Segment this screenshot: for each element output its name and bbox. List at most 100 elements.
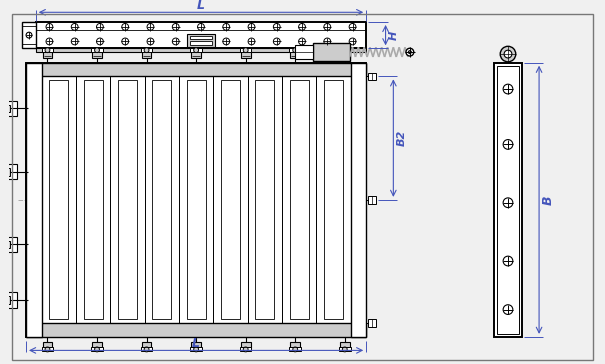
Circle shape <box>503 139 513 149</box>
Circle shape <box>503 256 513 266</box>
Bar <box>214 76 247 323</box>
Circle shape <box>503 305 513 314</box>
Bar <box>42 76 76 323</box>
Bar <box>241 51 250 58</box>
Bar <box>324 80 343 319</box>
Circle shape <box>349 23 356 30</box>
Bar <box>92 51 102 58</box>
Bar <box>36 22 366 48</box>
Bar <box>8 237 18 252</box>
Bar <box>42 348 53 351</box>
Bar <box>4 296 10 304</box>
Circle shape <box>248 23 255 30</box>
Circle shape <box>406 48 414 56</box>
Bar <box>8 164 18 179</box>
Circle shape <box>97 23 103 30</box>
Bar <box>240 48 252 52</box>
Circle shape <box>46 38 53 45</box>
Text: H: H <box>388 31 398 40</box>
Bar <box>368 319 376 327</box>
Bar <box>141 48 152 52</box>
Bar <box>22 22 36 48</box>
Bar <box>255 80 274 319</box>
Circle shape <box>299 23 306 30</box>
Circle shape <box>324 38 331 45</box>
Circle shape <box>248 38 255 45</box>
Bar <box>316 76 350 323</box>
Circle shape <box>97 38 103 45</box>
Bar <box>289 348 301 351</box>
Circle shape <box>299 38 306 45</box>
Circle shape <box>194 48 198 53</box>
Circle shape <box>342 347 347 352</box>
Bar <box>26 63 366 337</box>
Circle shape <box>223 23 230 30</box>
Bar <box>142 51 151 58</box>
Text: L: L <box>192 337 200 350</box>
Bar <box>241 342 250 348</box>
Bar <box>191 48 202 52</box>
Bar <box>290 342 300 348</box>
Bar <box>8 292 18 308</box>
Bar <box>313 43 350 61</box>
Bar <box>247 76 282 323</box>
Circle shape <box>243 48 248 53</box>
Bar <box>118 80 137 319</box>
Circle shape <box>45 347 50 352</box>
Bar <box>91 48 103 52</box>
Circle shape <box>45 48 50 53</box>
Circle shape <box>198 23 204 30</box>
Bar <box>221 80 240 319</box>
Bar <box>187 80 206 319</box>
Bar <box>289 48 301 52</box>
Bar <box>339 48 350 52</box>
Bar <box>290 51 300 58</box>
Bar <box>142 342 151 348</box>
Circle shape <box>46 23 53 30</box>
Bar <box>141 348 152 351</box>
Bar <box>26 63 42 337</box>
Bar <box>42 51 52 58</box>
Circle shape <box>147 38 154 45</box>
Bar <box>42 342 52 348</box>
Text: B2: B2 <box>397 130 407 146</box>
Circle shape <box>408 51 411 54</box>
Bar <box>42 48 53 52</box>
Bar <box>240 348 252 351</box>
Circle shape <box>147 23 154 30</box>
Circle shape <box>243 347 248 352</box>
Bar <box>4 168 10 175</box>
Bar <box>191 41 212 46</box>
Bar <box>340 342 350 348</box>
Bar <box>36 48 366 52</box>
Circle shape <box>324 23 331 30</box>
Bar <box>91 348 103 351</box>
Bar <box>50 80 68 319</box>
Bar <box>191 36 212 40</box>
Circle shape <box>122 23 129 30</box>
Circle shape <box>122 38 129 45</box>
Circle shape <box>94 48 99 53</box>
Circle shape <box>71 38 78 45</box>
Circle shape <box>172 38 179 45</box>
Bar <box>494 63 522 337</box>
Bar <box>497 66 518 334</box>
Bar <box>76 76 110 323</box>
Text: B: B <box>541 195 554 205</box>
Bar <box>26 323 366 337</box>
Bar <box>179 76 214 323</box>
Bar <box>83 80 103 319</box>
Circle shape <box>349 38 356 45</box>
Circle shape <box>293 347 298 352</box>
Circle shape <box>144 347 149 352</box>
Circle shape <box>194 347 198 352</box>
Bar <box>350 63 366 337</box>
Bar <box>290 80 309 319</box>
Bar <box>368 72 376 80</box>
Bar <box>191 348 202 351</box>
Circle shape <box>71 23 78 30</box>
Circle shape <box>144 48 149 53</box>
Circle shape <box>26 32 32 38</box>
Bar <box>26 63 366 76</box>
Bar <box>282 76 316 323</box>
